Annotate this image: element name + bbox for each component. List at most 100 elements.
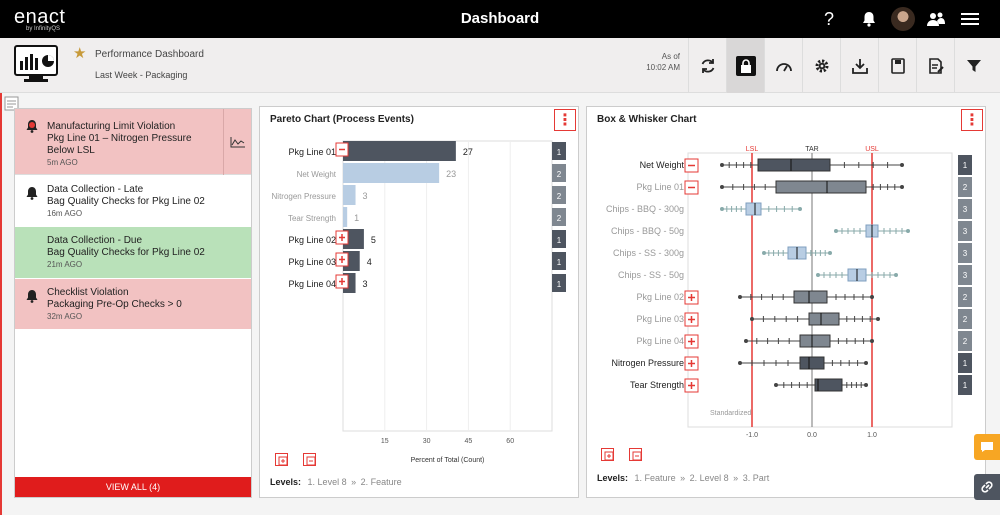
settings-button[interactable] (802, 38, 840, 93)
level-crumb[interactable]: 2. Level 8 (689, 473, 729, 483)
pareto-bar-value: 5 (371, 235, 376, 245)
box-iqr[interactable] (775, 180, 867, 194)
pareto-bar[interactable] (343, 163, 440, 183)
collapse-all-icon (306, 456, 316, 466)
report-edit-icon (928, 57, 944, 74)
collapse-all-button[interactable] (303, 453, 316, 466)
alert-time: 21m AGO (47, 260, 83, 269)
alarm-bell-icon (25, 119, 39, 133)
box-category-label[interactable]: Net Weight (640, 160, 685, 170)
box-category-label[interactable]: Tear Strength (630, 380, 684, 390)
pareto-bar[interactable] (343, 207, 348, 227)
view-all-button[interactable]: VIEW ALL (4) (15, 477, 251, 497)
level-badge (552, 230, 566, 248)
level-badge (552, 186, 566, 204)
users-icon[interactable] (925, 8, 947, 30)
outlier-point (864, 383, 868, 387)
collapse-all-button[interactable] (629, 448, 642, 461)
pareto-bar[interactable] (343, 141, 456, 161)
pareto-category-label[interactable]: Pkg Line 04 (288, 279, 336, 289)
link-button[interactable] (974, 474, 1000, 500)
download-button[interactable] (840, 38, 878, 93)
filter-button[interactable] (954, 38, 992, 93)
alert-item[interactable]: Manufacturing Limit Violation Pkg Line 01… (15, 109, 251, 175)
box-iqr[interactable] (745, 202, 762, 216)
favorite-star-icon[interactable]: ★ (73, 45, 87, 62)
expand-all-button[interactable] (601, 448, 614, 461)
box-category-label[interactable]: Chips - BBQ - 50g (611, 226, 684, 236)
level-badge-text: 2 (963, 183, 968, 192)
refresh-icon (701, 58, 714, 73)
box-iqr[interactable] (799, 334, 831, 348)
notes-icon[interactable] (4, 96, 22, 112)
box-iqr[interactable] (757, 158, 831, 172)
expand-all-icon (604, 451, 614, 461)
alert-item[interactable]: Checklist Violation Packaging Pre-Op Chec… (15, 279, 251, 329)
box-whisker-chart: LSL TAR USL Standardized -1.0 0.0 1.0 Net Weigh… (606, 146, 972, 439)
outlier-point (900, 163, 904, 167)
box-category-label[interactable]: Pkg Line 03 (636, 314, 684, 324)
box-iqr[interactable] (808, 312, 840, 326)
pareto-plot-area (342, 140, 553, 432)
pareto-category-label[interactable]: Net Weight (297, 170, 337, 179)
alert-item[interactable]: Data Collection - Due Bag Quality Checks … (15, 227, 251, 278)
outlier-point (828, 251, 832, 255)
outlier-point (816, 273, 820, 277)
dashboard-header: ★ Performance Dashboard Last Week - Pack… (0, 38, 1000, 93)
box-category-label[interactable]: Chips - BBQ - 300g (606, 204, 684, 214)
level-badge (958, 243, 972, 263)
gear-icon (815, 59, 828, 72)
level-crumb[interactable]: 1. Feature (634, 473, 676, 483)
alert-text: Data Collection - Due (47, 235, 143, 246)
level-crumb[interactable]: 3. Part (742, 473, 770, 483)
box-menu-kebab-icon[interactable]: ⋮ (961, 109, 983, 131)
refresh-button[interactable] (688, 38, 726, 93)
outlier-point (870, 339, 874, 343)
expand-all-button[interactable] (275, 453, 288, 466)
outlier-point (870, 295, 874, 299)
pareto-bar[interactable] (343, 185, 356, 205)
trend-chart-icon[interactable] (223, 109, 251, 175)
report-button[interactable] (916, 38, 954, 93)
box-iqr[interactable] (793, 290, 828, 304)
expand-all-icon (278, 456, 288, 466)
level-badge (958, 375, 972, 395)
box-iqr[interactable] (799, 356, 825, 370)
chat-button[interactable] (974, 434, 1000, 460)
pareto-bar-value: 27 (463, 147, 473, 157)
level-crumb[interactable]: 2. Feature (360, 477, 402, 487)
outlier-point (900, 185, 904, 189)
alert-item[interactable]: Data Collection - Late Bag Quality Checks… (15, 176, 251, 226)
pareto-chart-title: Pareto Chart (Process Events) (270, 114, 414, 125)
level-crumb[interactable]: 1. Level 8 (307, 477, 347, 487)
box-category-label[interactable]: Pkg Line 01 (636, 182, 684, 192)
hamburger-menu-icon[interactable] (959, 8, 981, 30)
pareto-category-label[interactable]: Nitrogen Pressure (272, 192, 337, 201)
alert-text: Below LSL (47, 145, 95, 156)
box-category-label[interactable]: Chips - SS - 50g (618, 270, 684, 280)
lock-icon (740, 58, 751, 73)
level-badge-text: 2 (963, 293, 968, 302)
box-iqr[interactable] (814, 378, 843, 392)
as-of-time: 10:02 AM (646, 63, 680, 72)
level-badge (958, 221, 972, 241)
box-category-label[interactable]: Nitrogen Pressure (611, 358, 684, 368)
pareto-x-axis-label: Percent of Total (Count) (411, 457, 485, 464)
pareto-category-label[interactable]: Pkg Line 01 (288, 147, 336, 157)
pareto-category-label[interactable]: Pkg Line 03 (288, 257, 336, 267)
pareto-category-label[interactable]: Pkg Line 02 (288, 235, 336, 245)
bell-icon (25, 289, 39, 303)
box-category-label[interactable]: Pkg Line 04 (636, 336, 684, 346)
alert-time: 5m AGO (47, 158, 78, 167)
pareto-menu-kebab-icon[interactable]: ⋮ (554, 109, 576, 131)
user-avatar[interactable] (891, 7, 915, 31)
alert-text: Bag Quality Checks for Pkg Line 02 (47, 247, 205, 258)
notifications-bell-icon[interactable] (858, 8, 880, 30)
box-category-label[interactable]: Chips - SS - 300g (613, 248, 684, 258)
box-category-label[interactable]: Pkg Line 02 (636, 292, 684, 302)
help-icon[interactable]: ? (823, 8, 834, 29)
lock-button[interactable] (726, 38, 764, 93)
pareto-category-label[interactable]: Tear Strength (288, 214, 336, 223)
gauge-button[interactable] (764, 38, 802, 93)
save-button[interactable] (878, 38, 916, 93)
